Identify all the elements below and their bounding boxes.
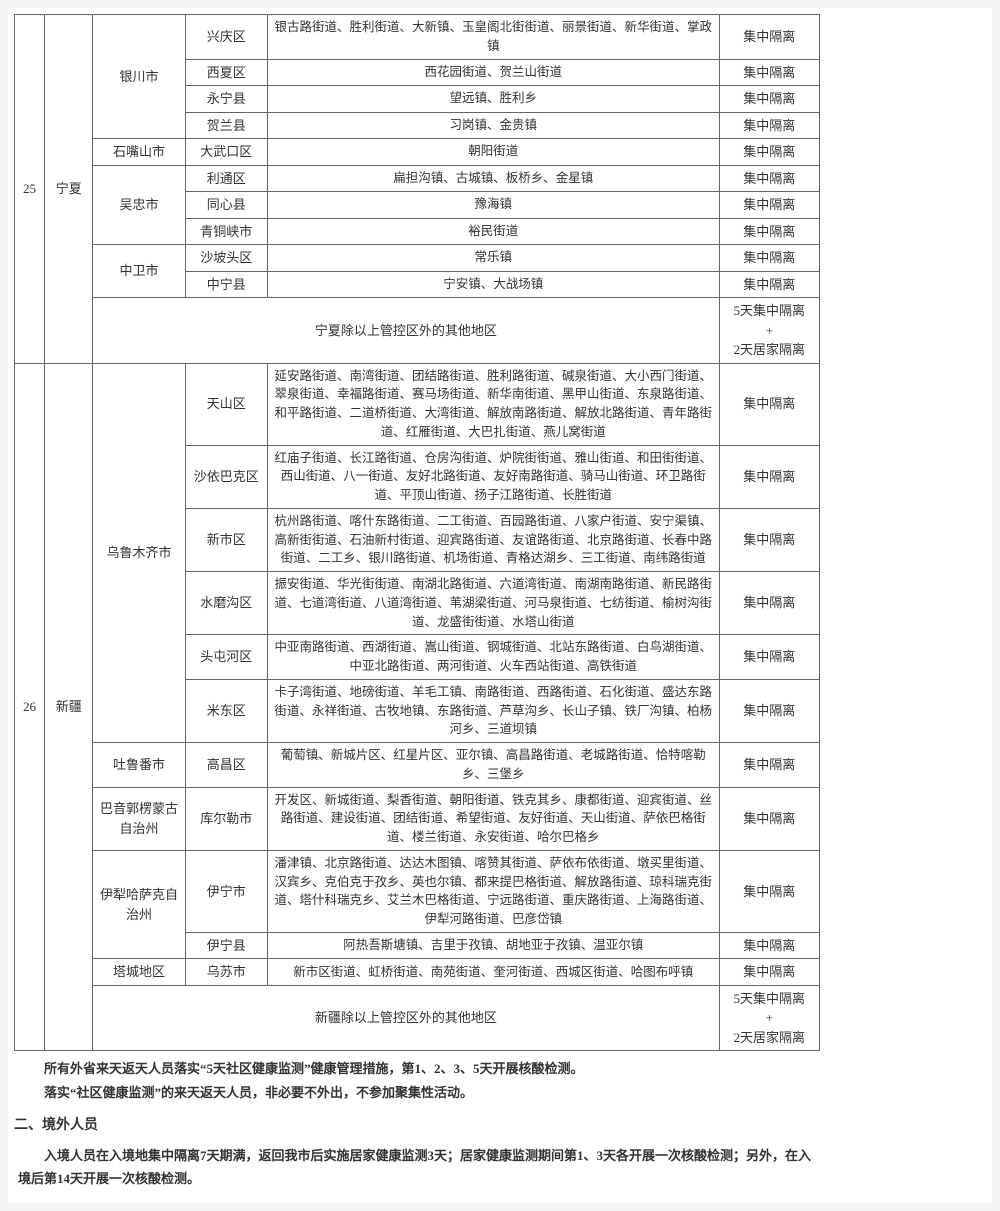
district-name: 米东区 — [185, 679, 267, 742]
measure: 集中隔离 — [719, 165, 819, 192]
district-name: 伊宁县 — [185, 932, 267, 959]
district-name: 伊宁市 — [185, 850, 267, 932]
table-row: 伊犁哈萨克自治州伊宁市潘津镇、北京路街道、达达木图镇、喀赞其街道、萨依布依街道、… — [15, 850, 820, 932]
table-row: 巴音郭楞蒙古自治州库尔勒市开发区、新城街道、梨香街道、朝阳街道、铁克其乡、康都街… — [15, 787, 820, 850]
area-detail: 扁担沟镇、古城镇、板桥乡、金星镇 — [267, 165, 719, 192]
district-name: 中宁县 — [185, 271, 267, 298]
city-name: 吐鲁番市 — [93, 743, 185, 788]
measure: 集中隔离 — [719, 635, 819, 680]
document-page: 25宁夏银川市兴庆区银古路街道、胜利街道、大新镇、玉皇阁北街街道、丽景街道、新华… — [8, 8, 992, 1203]
overseas-note-text: 入境人员在入境地集中隔离7天期满，返回我市后实施居家健康监测3天；居家健康监测期… — [18, 1144, 816, 1191]
quarantine-region-table: 25宁夏银川市兴庆区银古路街道、胜利街道、大新镇、玉皇阁北街街道、丽景街道、新华… — [14, 14, 820, 1051]
district-name: 同心县 — [185, 192, 267, 219]
table-row: 塔城地区乌苏市新市区街道、虹桥街道、南苑街道、奎河街道、西城区街道、哈图布呼镇集… — [15, 959, 820, 986]
area-detail: 常乐镇 — [267, 245, 719, 272]
city-name: 巴音郭楞蒙古自治州 — [93, 787, 185, 850]
table-row: 新疆除以上管控区外的其他地区5天集中隔离+2天居家隔离 — [15, 985, 820, 1051]
province-name: 新疆 — [45, 363, 93, 1051]
area-detail: 潘津镇、北京路街道、达达木图镇、喀赞其街道、萨依布依街道、墩买里街道、汉宾乡、克… — [267, 850, 719, 932]
measure: 集中隔离 — [719, 59, 819, 86]
measure: 集中隔离 — [719, 932, 819, 959]
table-row: 25宁夏银川市兴庆区银古路街道、胜利街道、大新镇、玉皇阁北街街道、丽景街道、新华… — [15, 15, 820, 60]
district-name: 兴庆区 — [185, 15, 267, 60]
area-detail: 中亚南路街道、西湖街道、嵩山街道、钢城街道、北站东路街道、白鸟湖街道、中亚北路街… — [267, 635, 719, 680]
table-row: 石嘴山市大武口区朝阳街道集中隔离 — [15, 139, 820, 166]
overseas-note: 入境人员在入境地集中隔离7天期满，返回我市后实施居家健康监测3天；居家健康监测期… — [14, 1138, 820, 1197]
district-name: 青铜峡市 — [185, 218, 267, 245]
city-name: 中卫市 — [93, 245, 185, 298]
district-name: 天山区 — [185, 363, 267, 445]
measure: 集中隔离 — [719, 218, 819, 245]
area-detail: 振安街道、华光街街道、南湖北路街道、六道湾街道、南湖南路街道、新民路街道、七道湾… — [267, 572, 719, 635]
city-name: 银川市 — [93, 15, 185, 139]
area-detail: 延安路街道、南湾街道、团结路街道、胜利路街道、碱泉街道、大小西门街道、翠泉街道、… — [267, 363, 719, 445]
area-detail: 阿热吾斯塘镇、吉里于孜镇、胡地亚于孜镇、温亚尔镇 — [267, 932, 719, 959]
area-detail: 杭州路街道、喀什东路街道、二工街道、百园路街道、八家户街道、安宁渠镇、高新街街道… — [267, 508, 719, 571]
area-detail: 开发区、新城街道、梨香街道、朝阳街道、铁克其乡、康都街道、迎宾街道、丝路街道、建… — [267, 787, 719, 850]
area-detail: 新市区街道、虹桥街道、南苑街道、奎河街道、西城区街道、哈图布呼镇 — [267, 959, 719, 986]
district-name: 头屯河区 — [185, 635, 267, 680]
measure: 集中隔离 — [719, 787, 819, 850]
area-detail: 葡萄镇、新城片区、红星片区、亚尔镇、高昌路街道、老城路街道、恰特喀勒乡、三堡乡 — [267, 743, 719, 788]
area-detail: 朝阳街道 — [267, 139, 719, 166]
measure: 集中隔离 — [719, 679, 819, 742]
city-name: 吴忠市 — [93, 165, 185, 245]
district-name: 贺兰县 — [185, 112, 267, 139]
table-row: 宁夏除以上管控区外的其他地区5天集中隔离+2天居家隔离 — [15, 298, 820, 364]
table-row: 吴忠市利通区扁担沟镇、古城镇、板桥乡、金星镇集中隔离 — [15, 165, 820, 192]
measure: 集中隔离 — [719, 271, 819, 298]
measure: 集中隔离 — [719, 445, 819, 508]
area-detail: 习岗镇、金贵镇 — [267, 112, 719, 139]
area-detail: 裕民街道 — [267, 218, 719, 245]
measure: 集中隔离 — [719, 139, 819, 166]
district-name: 沙依巴克区 — [185, 445, 267, 508]
measure: 集中隔离 — [719, 508, 819, 571]
measure: 集中隔离 — [719, 245, 819, 272]
measure: 集中隔离 — [719, 112, 819, 139]
area-detail: 银古路街道、胜利街道、大新镇、玉皇阁北街街道、丽景街道、新华街道、掌政镇 — [267, 15, 719, 60]
area-detail: 宁安镇、大战场镇 — [267, 271, 719, 298]
district-name: 高昌区 — [185, 743, 267, 788]
area-detail: 望远镇、胜利乡 — [267, 86, 719, 113]
area-detail: 红庙子街道、长江路街道、仓房沟街道、炉院街街道、雅山街道、和田街街道、西山街道、… — [267, 445, 719, 508]
measure: 集中隔离 — [719, 743, 819, 788]
measure: 5天集中隔离+2天居家隔离 — [719, 985, 819, 1051]
measure: 集中隔离 — [719, 572, 819, 635]
city-name: 伊犁哈萨克自治州 — [93, 850, 185, 959]
section-heading-overseas: 二、境外人员 — [14, 1110, 820, 1138]
footnote-block: 所有外省来天返天人员落实“5天社区健康监测”健康管理措施，第1、2、3、5天开展… — [14, 1051, 820, 1110]
other-region: 新疆除以上管控区外的其他地区 — [93, 985, 719, 1051]
area-detail: 西花园街道、贺兰山街道 — [267, 59, 719, 86]
district-name: 乌苏市 — [185, 959, 267, 986]
district-name: 利通区 — [185, 165, 267, 192]
city-name: 乌鲁木齐市 — [93, 363, 185, 743]
province-index: 26 — [15, 363, 45, 1051]
district-name: 沙坡头区 — [185, 245, 267, 272]
area-detail: 豫海镇 — [267, 192, 719, 219]
district-name: 永宁县 — [185, 86, 267, 113]
measure: 5天集中隔离+2天居家隔离 — [719, 298, 819, 364]
area-detail: 卡子湾街道、地磅街道、羊毛工镇、南路街道、西路街道、石化街道、盛达东路街道、永祥… — [267, 679, 719, 742]
district-name: 水磨沟区 — [185, 572, 267, 635]
measure: 集中隔离 — [719, 363, 819, 445]
city-name: 石嘴山市 — [93, 139, 185, 166]
other-region: 宁夏除以上管控区外的其他地区 — [93, 298, 719, 364]
table-row: 26新疆乌鲁木齐市天山区延安路街道、南湾街道、团结路街道、胜利路街道、碱泉街道、… — [15, 363, 820, 445]
measure: 集中隔离 — [719, 959, 819, 986]
measure: 集中隔离 — [719, 86, 819, 113]
district-name: 大武口区 — [185, 139, 267, 166]
measure: 集中隔离 — [719, 192, 819, 219]
footnote-line-1: 所有外省来天返天人员落实“5天社区健康监测”健康管理措施，第1、2、3、5天开展… — [18, 1057, 816, 1080]
measure: 集中隔离 — [719, 15, 819, 60]
city-name: 塔城地区 — [93, 959, 185, 986]
district-name: 新市区 — [185, 508, 267, 571]
province-name: 宁夏 — [45, 15, 93, 364]
district-name: 西夏区 — [185, 59, 267, 86]
table-row: 中卫市沙坡头区常乐镇集中隔离 — [15, 245, 820, 272]
table-row: 吐鲁番市高昌区葡萄镇、新城片区、红星片区、亚尔镇、高昌路街道、老城路街道、恰特喀… — [15, 743, 820, 788]
province-index: 25 — [15, 15, 45, 364]
district-name: 库尔勒市 — [185, 787, 267, 850]
footnote-line-2: 落实“社区健康监测”的来天返天人员，非必要不外出，不参加聚集性活动。 — [18, 1081, 816, 1104]
measure: 集中隔离 — [719, 850, 819, 932]
